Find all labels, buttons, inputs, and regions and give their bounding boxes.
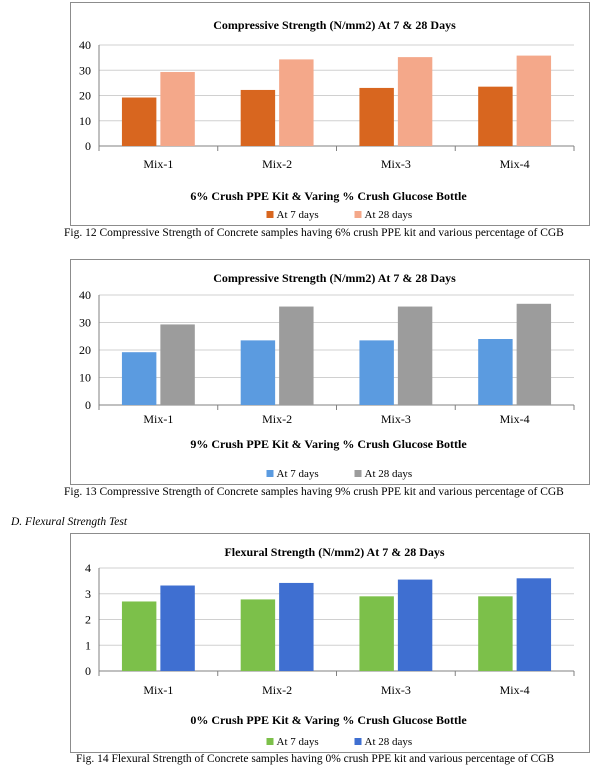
chart-fig12: Compressive Strength (N/mm2) At 7 & 28 D… [70, 2, 590, 226]
bar-at-7-days-mix-2 [240, 599, 276, 671]
caption-fig12: Fig. 12 Compressive Strength of Concrete… [64, 227, 564, 239]
y-tick-label: 1 [85, 638, 91, 652]
y-tick-label: 3 [85, 587, 91, 601]
chart-title: Flexural Strength (N/mm2) At 7 & 28 Days [224, 545, 444, 559]
bar-at-28-days-mix-2 [279, 59, 314, 146]
x-tick-label: Mix-1 [143, 683, 173, 697]
bar-at-7-days-mix-4 [478, 339, 513, 405]
y-tick-label: 40 [79, 288, 91, 302]
bar-at-28-days-mix-4 [516, 578, 552, 671]
legend-swatch [266, 211, 274, 218]
x-tick-label: Mix-2 [262, 412, 292, 426]
x-tick-label: Mix-2 [262, 157, 292, 171]
y-tick-label: 4 [85, 561, 91, 575]
x-tick-label: Mix-3 [381, 157, 411, 171]
chart-fig14: Flexural Strength (N/mm2) At 7 & 28 Days… [70, 533, 590, 753]
chart-title: Compressive Strength (N/mm2) At 7 & 28 D… [213, 18, 456, 32]
bar-at-7-days-mix-1 [121, 601, 157, 671]
caption-fig14: Fig. 14 Flexural Strength of Concrete sa… [76, 753, 555, 765]
legend-label: At 28 days [365, 736, 413, 748]
y-tick-label: 30 [79, 316, 91, 330]
y-tick-label: 20 [79, 343, 91, 357]
chart-svg-fig12: Compressive Strength (N/mm2) At 7 & 28 D… [79, 18, 575, 221]
legend-swatch [266, 738, 274, 745]
bar-at-28-days-mix-4 [516, 55, 552, 147]
legend-label: At 7 days [277, 468, 319, 480]
legend-swatch [354, 470, 362, 477]
bar-at-28-days-mix-2 [279, 306, 314, 405]
y-tick-label: 0 [85, 398, 91, 412]
y-tick-label: 20 [79, 89, 91, 103]
bar-at-7-days-mix-3 [359, 87, 394, 146]
legend-label: At 7 days [277, 736, 319, 748]
y-tick-label: 10 [79, 114, 91, 128]
bar-at-7-days-mix-3 [359, 340, 394, 405]
y-tick-label: 2 [85, 613, 91, 627]
bar-at-28-days-mix-1 [160, 72, 195, 146]
legend-label: At 7 days [277, 209, 319, 221]
chart-svg-fig14: Flexural Strength (N/mm2) At 7 & 28 Days… [85, 545, 575, 748]
chart-fig13: Compressive Strength (N/mm2) At 7 & 28 D… [70, 259, 590, 485]
bar-at-28-days-mix-1 [160, 585, 195, 671]
x-tick-label: Mix-3 [381, 683, 411, 697]
x-tick-label: Mix-3 [381, 412, 411, 426]
bar-at-28-days-mix-1 [160, 324, 195, 405]
x-tick-label: Mix-4 [500, 683, 530, 697]
x-tick-label: Mix-1 [143, 157, 173, 171]
y-tick-label: 0 [85, 664, 91, 678]
bar-at-7-days-mix-4 [478, 86, 513, 146]
x-axis-label: 6% Crush PPE Kit & Varing % Crush Glucos… [190, 189, 467, 203]
legend-swatch [266, 470, 274, 477]
bar-at-7-days-mix-2 [240, 340, 276, 405]
legend-swatch [354, 738, 362, 745]
x-axis-label: 9% Crush PPE Kit & Varing % Crush Glucos… [190, 437, 467, 451]
bar-at-28-days-mix-3 [397, 306, 433, 405]
legend-swatch [354, 211, 362, 218]
bar-at-28-days-mix-4 [516, 303, 552, 405]
x-tick-label: Mix-4 [500, 157, 530, 171]
x-tick-label: Mix-2 [262, 683, 292, 697]
y-tick-label: 0 [85, 139, 91, 153]
bar-at-7-days-mix-1 [121, 97, 157, 146]
caption-fig13: Fig. 13 Compressive Strength of Concrete… [64, 486, 564, 498]
legend-label: At 28 days [365, 209, 413, 221]
chart-svg-fig13: Compressive Strength (N/mm2) At 7 & 28 D… [79, 271, 575, 480]
bar-at-28-days-mix-2 [279, 582, 314, 671]
bar-at-28-days-mix-3 [397, 579, 433, 671]
legend-label: At 28 days [365, 468, 413, 480]
bar-at-7-days-mix-4 [478, 596, 513, 671]
x-tick-label: Mix-1 [143, 412, 173, 426]
bar-at-7-days-mix-2 [240, 89, 276, 146]
bar-at-28-days-mix-3 [397, 57, 433, 147]
bar-at-7-days-mix-3 [359, 596, 394, 671]
y-tick-label: 30 [79, 63, 91, 77]
chart-title: Compressive Strength (N/mm2) At 7 & 28 D… [213, 271, 456, 285]
x-axis-label: 0% Crush PPE Kit & Varing % Crush Glucos… [190, 713, 467, 727]
y-tick-label: 40 [79, 38, 91, 52]
y-tick-label: 10 [79, 371, 91, 385]
section-heading: D. Flexural Strength Test [11, 516, 128, 528]
bar-at-7-days-mix-1 [121, 352, 157, 405]
x-tick-label: Mix-4 [500, 412, 530, 426]
